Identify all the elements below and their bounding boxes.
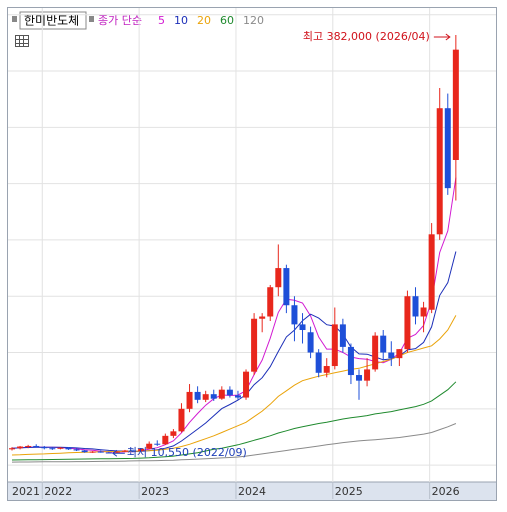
candle-body [372, 335, 379, 370]
candle-body [283, 268, 290, 306]
candle-body [226, 389, 233, 396]
annotation-low: 최저 10,550 (2022/09) [127, 446, 247, 459]
x-tick-label: 2025 [335, 485, 363, 498]
legend-entry: 120 [243, 14, 264, 27]
annotation-arrow [112, 449, 125, 457]
x-tick-label: 2022 [44, 485, 72, 498]
candle-body [331, 324, 338, 367]
candle-body [138, 448, 145, 452]
candle-body [33, 445, 40, 448]
grid-icon [15, 35, 29, 47]
candle-body [170, 431, 177, 436]
candle-body [178, 408, 185, 432]
candle-body [73, 449, 80, 451]
candle-body [194, 391, 201, 400]
candle-body [307, 332, 314, 353]
candle-body [259, 316, 266, 319]
candle-body [202, 394, 209, 400]
ma-line [11, 177, 457, 453]
candle-body [251, 318, 258, 372]
ma-line [11, 381, 457, 461]
candle-body [218, 389, 225, 399]
candle-body [444, 108, 451, 189]
annotation-arrow [433, 33, 451, 41]
legend-icon [89, 16, 94, 22]
candle-body [364, 369, 371, 381]
candle-body [380, 335, 387, 353]
candle-body [347, 346, 354, 376]
x-tick-label: 2026 [432, 485, 460, 498]
legend-entry: 10 [174, 14, 188, 27]
candle-body [243, 371, 250, 398]
candle-body [186, 391, 193, 409]
candle-body [275, 268, 282, 288]
candle-body [412, 296, 419, 317]
candle-body [49, 448, 56, 450]
candle-body [17, 446, 24, 449]
legend-label: 종가 단순 [98, 14, 142, 27]
legend-icon [12, 16, 17, 22]
candle-body [396, 349, 403, 359]
candle-body [9, 448, 15, 450]
candle-body [81, 450, 88, 453]
x-tick-label: 2023 [141, 485, 169, 498]
candle-body [210, 394, 217, 399]
grid [8, 8, 496, 482]
candle-body [356, 375, 363, 381]
ma-line [11, 423, 457, 463]
legend-entry: 20 [197, 14, 211, 27]
x-tick-label: 2024 [238, 485, 266, 498]
candle-body [113, 451, 120, 453]
candle-body [452, 49, 459, 160]
candle-body [436, 108, 443, 235]
candle-body [89, 451, 96, 453]
candle-body [41, 447, 48, 449]
candle-body [267, 287, 274, 317]
candle-body [339, 324, 346, 347]
candle-body [97, 451, 104, 453]
candle-body [162, 435, 169, 445]
candle-body [65, 447, 72, 450]
candle-body [315, 352, 322, 373]
candle-body [420, 307, 427, 317]
candle-body [105, 452, 112, 454]
candle-body [234, 395, 241, 398]
x-tick-label: 2021 [12, 485, 40, 498]
candle-body [323, 366, 330, 373]
x-axis-band [8, 482, 496, 500]
title-box [19, 11, 87, 30]
legend-entry: 5 [158, 14, 165, 27]
candle-body [57, 447, 64, 449]
candle-body [388, 352, 395, 359]
candle-body [291, 305, 298, 325]
ma-line [11, 315, 457, 456]
frame [7, 7, 497, 501]
candle-body [404, 296, 411, 350]
candle-body [25, 445, 32, 447]
legend-entry: 60 [220, 14, 234, 27]
plot [9, 35, 459, 463]
candle-body [146, 443, 153, 449]
ma-line [11, 251, 457, 452]
candle-body [154, 443, 161, 445]
annotation-high: 최고 382,000 (2026/04) [303, 30, 430, 43]
candle-body [130, 450, 137, 452]
chart-title: 한미반도체 [24, 14, 79, 28]
candle-body [121, 450, 128, 452]
candle-body [299, 324, 306, 331]
candle-body [428, 234, 435, 310]
